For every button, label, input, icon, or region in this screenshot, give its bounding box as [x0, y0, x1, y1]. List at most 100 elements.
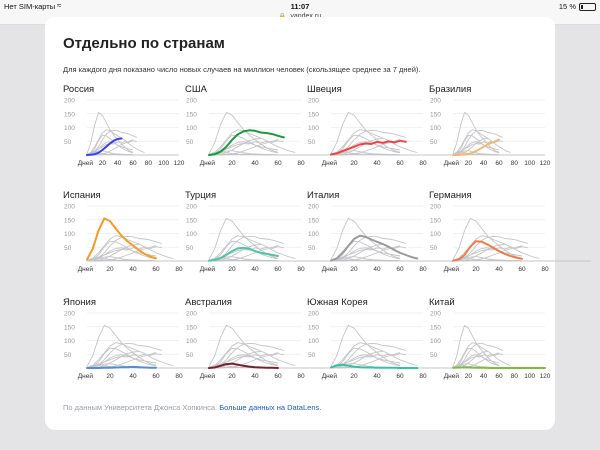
comparison-line	[86, 140, 137, 155]
x-tick-label: 60	[518, 266, 526, 273]
carrier-label: Нет SIM-карты	[4, 2, 56, 11]
x-tick-label: 60	[152, 266, 160, 273]
y-tick-label: 200	[186, 98, 197, 105]
x-tick-label: 120	[540, 160, 551, 167]
x-tick-label: Дней	[444, 265, 460, 273]
y-tick-label: 100	[430, 231, 441, 238]
wifi-icon: ≈	[57, 1, 62, 10]
x-tick-label: 80	[297, 266, 305, 273]
x-tick-label: 60	[495, 373, 503, 380]
x-tick-label: Дней	[322, 159, 338, 167]
y-tick-label: 200	[186, 311, 197, 318]
country-chart: Швеция 50 100 150 200 Дней 20 40 60 80	[307, 84, 469, 184]
y-tick-label: 150	[64, 111, 75, 118]
comparison-line	[330, 247, 401, 262]
chart-title: Испания	[63, 190, 101, 201]
battery-fill	[581, 4, 584, 9]
x-tick-label: 40	[251, 266, 259, 273]
x-tick-label: 20	[106, 373, 114, 380]
series-line	[86, 217, 157, 261]
x-tick-label: 40	[129, 373, 137, 380]
x-tick-label: 60	[495, 160, 503, 167]
x-tick-label: 80	[541, 266, 549, 273]
x-tick-label: 20	[350, 160, 358, 167]
comparison-line	[452, 347, 500, 369]
chart-plot: 50 100 150 200 Дней 20 40 60 80 100 120	[430, 311, 551, 381]
chart-title: Бразилия	[429, 84, 472, 95]
x-tick-label: 40	[495, 266, 503, 273]
chart-title: Швеция	[307, 84, 342, 95]
comparison-line	[452, 260, 591, 262]
chart-plot: 50 100 150 200 Дней 20 40 60 80	[186, 98, 347, 167]
comparison-line	[452, 129, 511, 155]
country-chart: Австралия 50 100 150 200 Дней 20 40 60 80	[185, 297, 347, 397]
x-tick-label: Дней	[200, 159, 216, 167]
y-tick-label: 100	[186, 125, 197, 132]
section-title: Отдельно по странам	[63, 35, 225, 52]
chart-title: Италия	[307, 190, 340, 201]
x-tick-label: 20	[465, 160, 473, 167]
x-tick-label: 40	[480, 373, 488, 380]
x-tick-label: Дней	[78, 372, 94, 380]
x-tick-label: 100	[524, 373, 535, 380]
x-tick-label: 80	[511, 160, 519, 167]
footer: По данным Университета Джонса Хопкинса. …	[63, 403, 321, 412]
y-tick-label: 50	[186, 352, 194, 359]
comparison-line	[208, 353, 284, 368]
y-tick-label: 150	[186, 324, 197, 331]
country-chart: США 50 100 150 200 Дней 20 40 60 80	[185, 84, 347, 184]
x-tick-label: Дней	[200, 265, 216, 273]
chart-title: Япония	[63, 297, 96, 308]
y-tick-label: 50	[308, 139, 316, 146]
comparison-line	[452, 134, 500, 156]
comparison-line	[208, 129, 296, 155]
y-tick-label: 200	[430, 204, 441, 211]
y-tick-label: 150	[430, 217, 441, 224]
series-line	[86, 137, 123, 156]
comparison-line	[86, 129, 145, 155]
comparison-line	[86, 353, 162, 368]
series-line	[330, 139, 407, 156]
comparison-line	[452, 342, 511, 368]
x-tick-label: Дней	[78, 159, 94, 167]
x-tick-label: 80	[297, 160, 305, 167]
chart-title: Турция	[185, 190, 217, 201]
battery-icon	[579, 2, 596, 11]
comparison-line	[86, 240, 157, 262]
x-tick-label: 40	[251, 373, 259, 380]
comparison-line	[330, 246, 406, 261]
comparison-line	[86, 134, 134, 156]
comparison-line	[86, 235, 174, 261]
y-tick-label: 50	[430, 245, 438, 252]
x-tick-label: 80	[419, 266, 427, 273]
y-tick-label: 200	[308, 311, 319, 318]
x-tick-label: 20	[472, 266, 480, 273]
y-tick-label: 150	[64, 217, 75, 224]
country-chart: Испания 50 100 150 200 Дней 20 40 60 80	[63, 190, 225, 290]
x-tick-label: 40	[373, 373, 381, 380]
clock: 11:07	[290, 2, 310, 11]
country-chart: Россия 50 100 150 200 Дней 20 40 60 80 100 120	[63, 84, 185, 184]
x-tick-label: 60	[274, 373, 282, 380]
comparison-line	[86, 347, 157, 369]
y-tick-label: 150	[186, 217, 197, 224]
comparison-line	[452, 141, 500, 156]
x-tick-label: 40	[129, 266, 137, 273]
x-tick-label: Дней	[322, 265, 338, 273]
comparison-line	[330, 141, 401, 156]
y-tick-label: 200	[64, 311, 75, 318]
x-tick-label: 40	[114, 160, 122, 167]
x-tick-label: 20	[228, 266, 236, 273]
y-tick-label: 100	[64, 231, 75, 238]
y-tick-label: 50	[430, 352, 438, 359]
chart-plot: 50 100 150 200 Дней 20 40 60 80	[308, 311, 469, 380]
series-line	[452, 240, 523, 262]
chart-title: Россия	[63, 84, 95, 95]
y-tick-label: 100	[308, 338, 319, 345]
x-tick-label: Дней	[444, 159, 460, 167]
comparison-line	[330, 347, 401, 369]
source-text: По данным Университета Джонса Хопкинса.	[63, 403, 218, 412]
comparison-line	[86, 154, 179, 156]
y-tick-label: 150	[64, 324, 75, 331]
datalens-link[interactable]: Больше данных на DataLens.	[219, 403, 322, 412]
